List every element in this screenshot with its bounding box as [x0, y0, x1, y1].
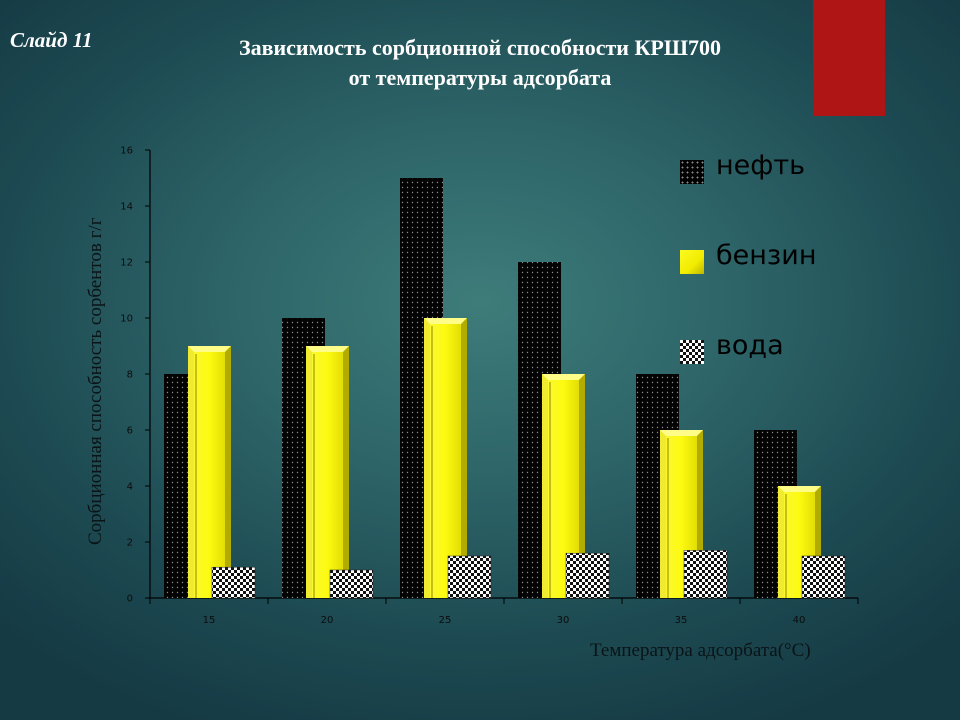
bar-water — [329, 569, 374, 599]
legend-item-gasoline: бензин — [680, 240, 880, 280]
bar-gasoline-face — [188, 346, 231, 598]
legend-label-oil: нефть — [716, 150, 805, 181]
x-tick-label: 20 — [321, 615, 334, 626]
y-axis-label: Сорбционная способность сорбентов г/г — [85, 217, 106, 546]
bar-water — [211, 566, 256, 599]
bar-gasoline-bevel-left — [778, 486, 784, 598]
x-tick-label: 25 — [439, 615, 452, 626]
y-tick-label: 8 — [127, 370, 133, 381]
bar-gasoline-bevel-top — [424, 318, 467, 324]
bar-water — [565, 552, 610, 599]
bar-gasoline-bevel-top — [778, 486, 821, 492]
bar-gasoline-bevel-right — [225, 346, 231, 598]
bar-water — [801, 555, 846, 599]
title-line-1: Зависимость сорбционной способности КРШ7… — [238, 35, 722, 60]
bar-gasoline-bevel-right — [461, 318, 467, 598]
bar-gasoline-bevel-top — [188, 346, 231, 352]
title-line-2: от температуры адсорбата — [348, 65, 612, 90]
legend-label-water: вода — [716, 330, 784, 361]
bar-gasoline — [188, 346, 231, 598]
legend-swatch-water — [680, 340, 704, 364]
bar-gasoline — [424, 318, 467, 598]
bar-gasoline — [306, 346, 349, 598]
slide-number: Слайд 11 — [10, 28, 93, 52]
y-tick-label: 12 — [120, 258, 133, 269]
y-tick-label: 16 — [120, 146, 133, 157]
y-tick-label: 4 — [127, 482, 133, 493]
legend-swatch-oil — [680, 160, 704, 184]
bar-gasoline-face — [424, 318, 467, 598]
bar-water — [447, 555, 492, 599]
x-tick-label: 15 — [203, 615, 216, 626]
y-tick-label: 6 — [127, 426, 133, 437]
bar-gasoline-bevel-left — [306, 346, 312, 598]
legend-item-oil: нефть — [680, 150, 880, 190]
y-tick-label: 2 — [127, 538, 133, 549]
bar-gasoline-bevel-top — [542, 374, 585, 380]
legend-item-water: вода — [680, 330, 880, 370]
bar-gasoline-bevel-left — [188, 346, 194, 598]
bar-water — [683, 550, 728, 599]
page-title: Зависимость сорбционной способности КРШ7… — [170, 33, 790, 93]
bar-gasoline-bevel-top — [306, 346, 349, 352]
legend-label-gasoline: бензин — [716, 240, 817, 271]
bar-gasoline-bevel-top — [660, 430, 703, 436]
y-tick-label: 10 — [120, 314, 133, 325]
bar-gasoline-face — [306, 346, 349, 598]
x-tick-label: 40 — [793, 615, 806, 626]
bar-gasoline-bevel-right — [579, 374, 585, 598]
y-tick-label: 0 — [127, 594, 133, 605]
bar-gasoline-bevel-left — [542, 374, 548, 598]
x-tick-label: 35 — [675, 615, 688, 626]
y-tick-label: 14 — [120, 202, 133, 213]
x-tick-label: 30 — [557, 615, 570, 626]
bar-gasoline-bevel-left — [424, 318, 430, 598]
bar-gasoline-bevel-right — [343, 346, 349, 598]
x-axis-label: Температура адсорбата(°С) — [590, 640, 811, 661]
legend-swatch-gasoline — [680, 250, 704, 274]
chart-bars — [164, 178, 846, 599]
red-accent-rectangle — [813, 0, 885, 116]
chart-axes: 0 2 4 6 8 10 12 14 16 15 20 25 30 35 40 — [120, 146, 859, 626]
bar-gasoline-bevel-left — [660, 430, 666, 598]
